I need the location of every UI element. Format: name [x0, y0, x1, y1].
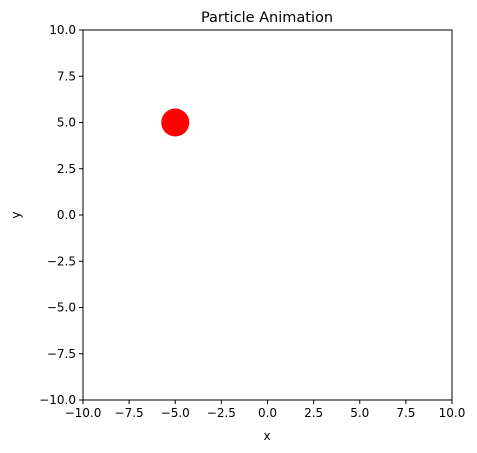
x-tick-label: 10.0	[439, 406, 466, 420]
x-tick-label: 2.5	[304, 406, 323, 420]
x-tick-label: −5.0	[161, 406, 190, 420]
x-axis-label: x	[263, 429, 270, 443]
y-tick-label: 2.5	[57, 162, 76, 176]
y-tick-label: 7.5	[57, 69, 76, 83]
y-tick-label: 0.0	[57, 208, 76, 222]
x-tick-label: 7.5	[396, 406, 415, 420]
data-points	[161, 108, 190, 137]
y-axis-ticks: −10.0 −7.5 −5.0 −2.5 0.0 2.5 5.0 7.5 10.0	[39, 23, 83, 407]
x-tick-label: −7.5	[115, 406, 144, 420]
chart-title: Particle Animation	[201, 10, 333, 26]
particle-point	[161, 108, 190, 137]
y-tick-label: −7.5	[47, 347, 76, 361]
x-tick-label: 0.0	[258, 406, 277, 420]
x-tick-label: −2.5	[207, 406, 236, 420]
y-tick-label: 10.0	[49, 23, 76, 37]
plot-area	[82, 29, 453, 401]
y-axis-label: y	[9, 211, 23, 218]
y-tick-label: −10.0	[39, 393, 76, 407]
x-axis-ticks: −10.0 −7.5 −5.0 −2.5 0.0 2.5 5.0 7.5 10.0	[65, 400, 466, 420]
x-tick-label: −10.0	[65, 406, 102, 420]
x-tick-label: 5.0	[350, 406, 369, 420]
y-tick-label: −5.0	[47, 301, 76, 315]
y-tick-label: 5.0	[57, 116, 76, 130]
y-tick-label: −2.5	[47, 254, 76, 268]
